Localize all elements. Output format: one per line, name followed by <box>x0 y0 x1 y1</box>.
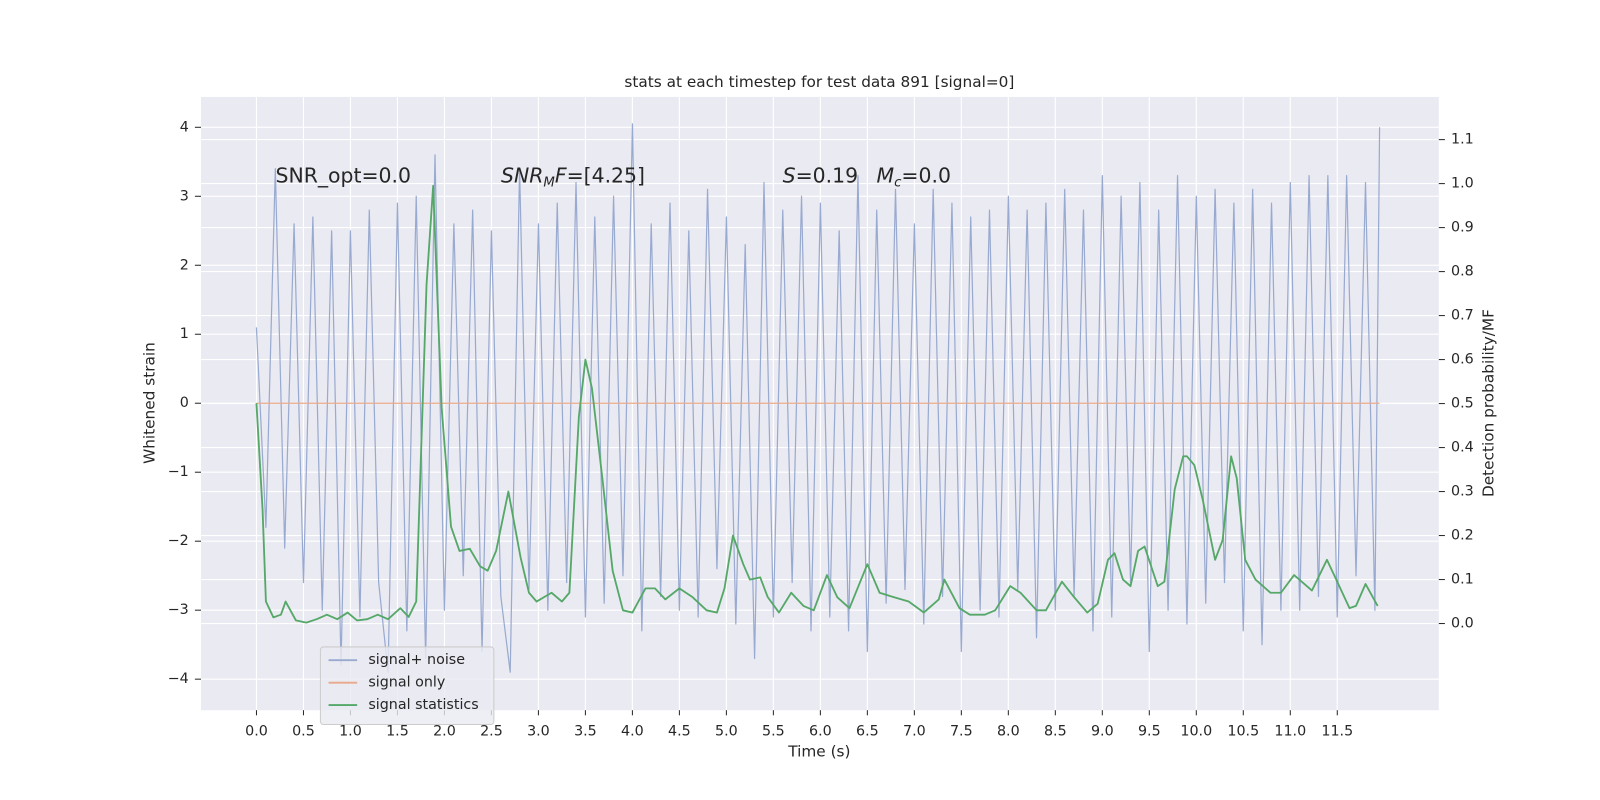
y2-tick-label: 1.0 <box>1451 176 1474 192</box>
x-tick-label: 6.0 <box>809 724 832 740</box>
axes: 0.0 0.5 1.0 1.5 2.0 2.5 3.0 3.5 4.0 4.5 5.0 5.5 6.0 6… <box>168 119 1474 739</box>
x-tick-label: 4.5 <box>668 724 691 740</box>
x-tick-label: 7.5 <box>950 724 973 740</box>
x-tick-label: 6.5 <box>856 724 879 740</box>
y-tick-label: −4 <box>168 671 189 687</box>
y-tick-label: 2 <box>180 257 189 273</box>
x-tick-label: 7.0 <box>903 724 926 740</box>
y-tick-label: −1 <box>168 464 189 480</box>
y2-axis-label: Detection probability/MF <box>1479 309 1497 497</box>
legend-label: signal only <box>368 675 445 691</box>
x-tick-label: 2.5 <box>480 724 503 740</box>
legend-label: signal+ noise <box>368 652 465 668</box>
legend-label: signal statistics <box>368 697 478 713</box>
annotation: S=0.19 <box>783 164 858 188</box>
annotation-part: SNR <box>501 164 543 188</box>
x-tick-label: 10.0 <box>1180 724 1212 740</box>
x-tick-label: 3.5 <box>574 724 597 740</box>
series-line <box>255 123 1381 673</box>
annotation-part: c <box>894 176 902 191</box>
y-tick-label: 0 <box>180 395 189 411</box>
annotation: SNRMF=[4.25] <box>501 164 645 191</box>
y-axis-label: Whitened strain <box>141 342 159 464</box>
y-tick-label: 1 <box>180 326 189 342</box>
x-tick-label: 2.0 <box>433 724 456 740</box>
x-tick-label: 8.5 <box>1044 724 1067 740</box>
x-tick-label: 9.0 <box>1091 724 1114 740</box>
x-tick-label: 0.5 <box>292 724 315 740</box>
y2-tick-label: 0.3 <box>1451 484 1474 500</box>
legend-box <box>319 646 495 726</box>
y2-tick-label: 0.0 <box>1451 616 1474 632</box>
y-tick-label: −2 <box>168 533 189 549</box>
annotation-part: M <box>877 164 895 188</box>
x-tick-label: 3.0 <box>527 724 550 740</box>
annotation-part: =0.19 <box>796 164 859 188</box>
x-tick-label: 5.5 <box>762 724 785 740</box>
x-tick-label: 10.5 <box>1227 724 1259 740</box>
annotation-part: S <box>783 164 796 188</box>
annotation-part: F <box>555 164 567 188</box>
series-line <box>255 184 1379 624</box>
x-axis-label: Time (s) <box>787 743 850 761</box>
y2-tick-label: 0.8 <box>1451 264 1474 280</box>
y2-tick-label: 0.1 <box>1451 572 1474 588</box>
x-tick-label: 4.0 <box>621 724 644 740</box>
x-tick-label: 1.0 <box>339 724 362 740</box>
y2-tick-label: 0.5 <box>1451 396 1474 412</box>
x-tick-label: 5.0 <box>715 724 738 740</box>
x-tick-label: 11.5 <box>1321 724 1353 740</box>
annotation-part: =0.0 <box>901 164 951 188</box>
lines <box>255 123 1381 673</box>
y2-tick-label: 0.7 <box>1451 308 1474 324</box>
x-tick-label: 8.0 <box>997 724 1020 740</box>
chart-title: stats at each timestep for test data 891… <box>624 73 1014 91</box>
x-tick-label: 1.5 <box>386 724 409 740</box>
annotation-part: SNR_opt=0.0 <box>276 164 412 189</box>
legend: signal+ noise signal only signal statistic… <box>319 646 495 726</box>
y-tick-label: 4 <box>180 119 189 135</box>
x-tick-label: 11.0 <box>1274 724 1306 740</box>
x-tick-label: 0.0 <box>245 724 268 740</box>
annotation-part: =[4.25] <box>567 164 645 188</box>
y2-tick-label: 0.9 <box>1451 220 1474 236</box>
y2-tick-label: 0.4 <box>1451 440 1474 456</box>
y2-tick-label: 0.2 <box>1451 528 1474 544</box>
annotation: Mc=0.0 <box>877 164 951 191</box>
y-tick-label: −3 <box>168 602 189 618</box>
x-tick-label: 9.5 <box>1138 724 1161 740</box>
y-tick-label: 3 <box>180 188 189 204</box>
annotation: SNR_opt=0.0 <box>276 164 412 189</box>
y2-tick-label: 1.1 <box>1451 132 1474 148</box>
annotation-part: M <box>543 176 555 191</box>
y2-tick-label: 0.6 <box>1451 352 1474 368</box>
